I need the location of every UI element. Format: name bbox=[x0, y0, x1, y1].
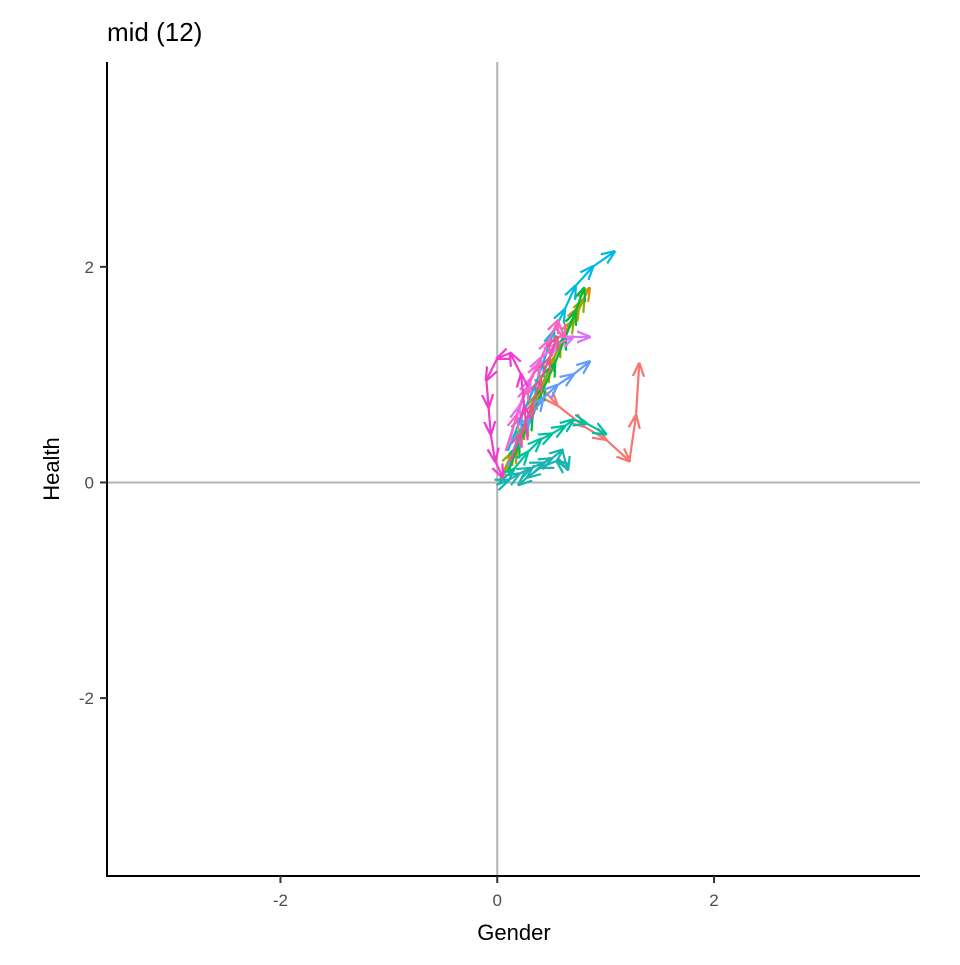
y-tick-label: 0 bbox=[85, 473, 94, 492]
series-5-arrow bbox=[585, 422, 606, 434]
series-5 bbox=[498, 420, 606, 484]
series-7-arrow bbox=[557, 461, 568, 470]
series-5-arrow bbox=[572, 420, 586, 423]
series-8-arrow bbox=[555, 375, 573, 386]
series-7-arrow bbox=[519, 477, 528, 485]
series-7-arrow bbox=[541, 461, 558, 467]
series-12-arrow bbox=[541, 358, 550, 382]
series-12-arrow bbox=[519, 405, 532, 436]
series-5-arrow bbox=[564, 420, 573, 426]
series-12-arrow bbox=[549, 337, 557, 360]
series-7 bbox=[497, 450, 567, 485]
series-11-arrow bbox=[489, 405, 491, 434]
series-10-arrow bbox=[526, 364, 539, 389]
y-axis-title: Health bbox=[39, 437, 64, 501]
series-layer bbox=[486, 252, 639, 485]
series-11-arrow bbox=[495, 459, 503, 477]
series-1-arrow bbox=[636, 364, 639, 417]
series-12-arrow bbox=[532, 380, 541, 406]
series-5-arrow bbox=[541, 434, 552, 439]
series-12 bbox=[509, 337, 557, 463]
y-tick-label: 2 bbox=[85, 258, 94, 277]
y-tick-label: -2 bbox=[79, 689, 94, 708]
series-11-arrow bbox=[491, 432, 495, 461]
series-4-arrow bbox=[575, 288, 584, 314]
axes bbox=[106, 62, 920, 877]
series-6-arrow bbox=[591, 252, 615, 268]
series-1-arrow bbox=[629, 416, 636, 463]
chart-title: mid (12) bbox=[107, 17, 202, 47]
series-11-arrow bbox=[497, 353, 512, 358]
series-8-arrow bbox=[572, 362, 589, 376]
x-tick-label: -2 bbox=[273, 891, 288, 910]
series-11-arrow bbox=[510, 353, 523, 376]
series-6-arrow bbox=[563, 286, 575, 312]
series-12-arrow bbox=[509, 434, 521, 463]
series-11-arrow bbox=[486, 357, 499, 380]
series-5-arrow bbox=[512, 452, 528, 471]
x-tick-label: 0 bbox=[493, 891, 502, 910]
tick-labels: -2 0 2 -2 0 2 bbox=[79, 258, 719, 910]
x-axis-title: Gender bbox=[477, 920, 550, 945]
series-4-arrow bbox=[564, 312, 576, 339]
series-10-arrow bbox=[558, 319, 565, 337]
series-1-arrow bbox=[604, 438, 630, 461]
x-tick-label: 2 bbox=[709, 891, 718, 910]
series-6-arrow bbox=[574, 267, 592, 288]
series-11-arrow bbox=[486, 378, 488, 407]
series-8-arrow bbox=[541, 385, 557, 400]
